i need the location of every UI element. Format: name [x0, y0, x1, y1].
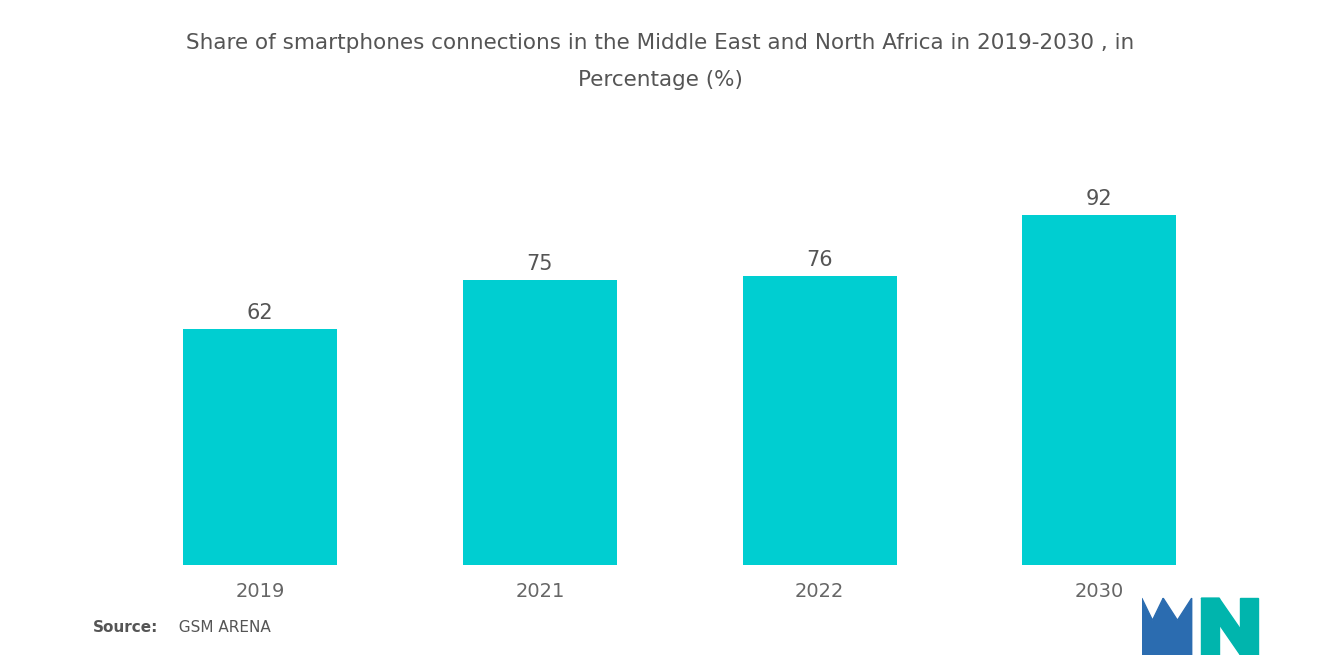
Bar — [1023, 215, 1176, 565]
Text: Percentage (%): Percentage (%) — [578, 70, 742, 90]
Text: 76: 76 — [807, 250, 833, 270]
Polygon shape — [1163, 598, 1192, 655]
Bar — [743, 276, 896, 565]
Bar — [463, 279, 616, 565]
Polygon shape — [1201, 598, 1220, 655]
Polygon shape — [1201, 598, 1258, 655]
Bar — [183, 329, 337, 565]
Text: 92: 92 — [1086, 189, 1113, 209]
Text: 62: 62 — [247, 303, 273, 323]
Text: Share of smartphones connections in the Middle East and North Africa in 2019-203: Share of smartphones connections in the … — [186, 33, 1134, 53]
Text: Source:: Source: — [92, 620, 158, 635]
Polygon shape — [1241, 598, 1258, 655]
Text: 75: 75 — [527, 254, 553, 274]
Text: GSM ARENA: GSM ARENA — [169, 620, 271, 635]
Polygon shape — [1142, 598, 1163, 655]
